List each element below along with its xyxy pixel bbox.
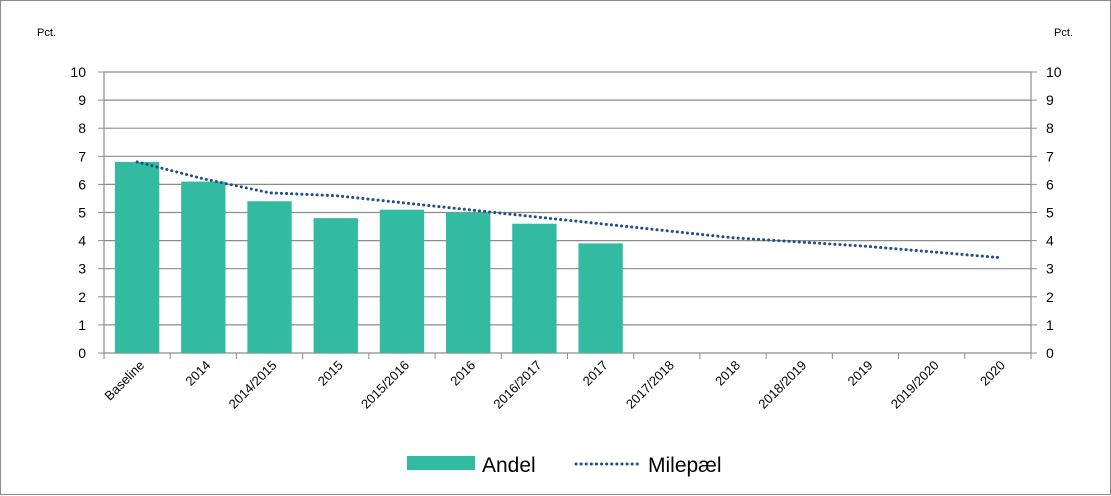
y-tick-label-right: 9: [1046, 92, 1054, 108]
y-tick-label-left: 10: [70, 64, 86, 80]
legend-swatch-andel: [407, 456, 475, 470]
left-axis-unit: Pct.: [37, 27, 56, 39]
x-tick-label: 2018/2019: [755, 358, 809, 412]
x-tick-label: 2018: [712, 358, 743, 389]
x-tick-label: 2020: [977, 358, 1008, 389]
y-tick-label-left: 6: [78, 176, 86, 192]
x-tick-label: 2019: [845, 358, 876, 389]
gridlines: [98, 71, 1037, 354]
y-tick-label-left: 2: [78, 289, 86, 305]
line-series-milepael: [135, 160, 1000, 259]
legend-label-andel: Andel: [482, 454, 536, 477]
y-tick-label-left: 5: [78, 205, 86, 221]
bar: [247, 201, 292, 353]
y-tick-label-right: 10: [1046, 64, 1062, 80]
y-tick-label-left: 4: [78, 233, 86, 249]
x-tick-label: 2019/2020: [888, 358, 942, 412]
x-tick-label: 2016: [447, 358, 478, 389]
y-tick-label-left: 0: [78, 345, 86, 361]
bar: [512, 223, 557, 353]
y-tick-label-right: 0: [1046, 345, 1054, 361]
bar-series-andel: [114, 161, 623, 353]
milepael-line: [135, 160, 1000, 259]
x-tick-label: Baseline: [101, 358, 147, 404]
bar: [379, 209, 425, 353]
bar: [313, 218, 358, 353]
x-tick-label: 2014/2015: [226, 358, 280, 412]
y-tick-label-right: 5: [1046, 205, 1054, 221]
y-axis-labels: 0 0 1 1 2 2 3 3 4 4 5 5 6 6 7 7 8 8 9 9 10 10: [70, 64, 1061, 361]
x-tick-label: 2017: [580, 358, 611, 389]
y-tick-label-left: 1: [78, 317, 86, 333]
x-tick-label: 2015: [315, 358, 346, 389]
x-axis-labels: Baseline 2014 2014/2015 2015 2015/2016 2016 20…: [101, 358, 1008, 412]
x-tick-label: 2014: [182, 358, 213, 389]
x-tick-label: 2015/2016: [358, 358, 412, 412]
right-axis-unit: Pct.: [1054, 27, 1073, 39]
x-tick-label: 2016/2017: [490, 358, 544, 412]
y-tick-label-left: 3: [78, 261, 86, 277]
bar: [445, 212, 491, 353]
y-tick-label-right: 4: [1046, 233, 1054, 249]
legend: Andel Milepæl: [407, 454, 722, 477]
y-tick-label-right: 7: [1046, 148, 1054, 164]
y-tick-label-left: 7: [78, 148, 86, 164]
x-tick-label: 2017/2018: [623, 358, 677, 412]
y-tick-label-right: 3: [1046, 261, 1054, 277]
axes: [103, 72, 1032, 359]
y-tick-label-right: 1: [1046, 317, 1054, 333]
y-tick-label-right: 2: [1046, 289, 1054, 305]
bar: [578, 243, 623, 353]
y-tick-label-right: 6: [1046, 176, 1054, 192]
bar: [114, 161, 160, 353]
bar: [181, 181, 226, 353]
y-tick-label-left: 9: [78, 92, 86, 108]
y-tick-label-left: 8: [78, 120, 86, 136]
legend-label-milepael: Milepæl: [648, 454, 722, 477]
y-tick-label-right: 8: [1046, 120, 1054, 136]
